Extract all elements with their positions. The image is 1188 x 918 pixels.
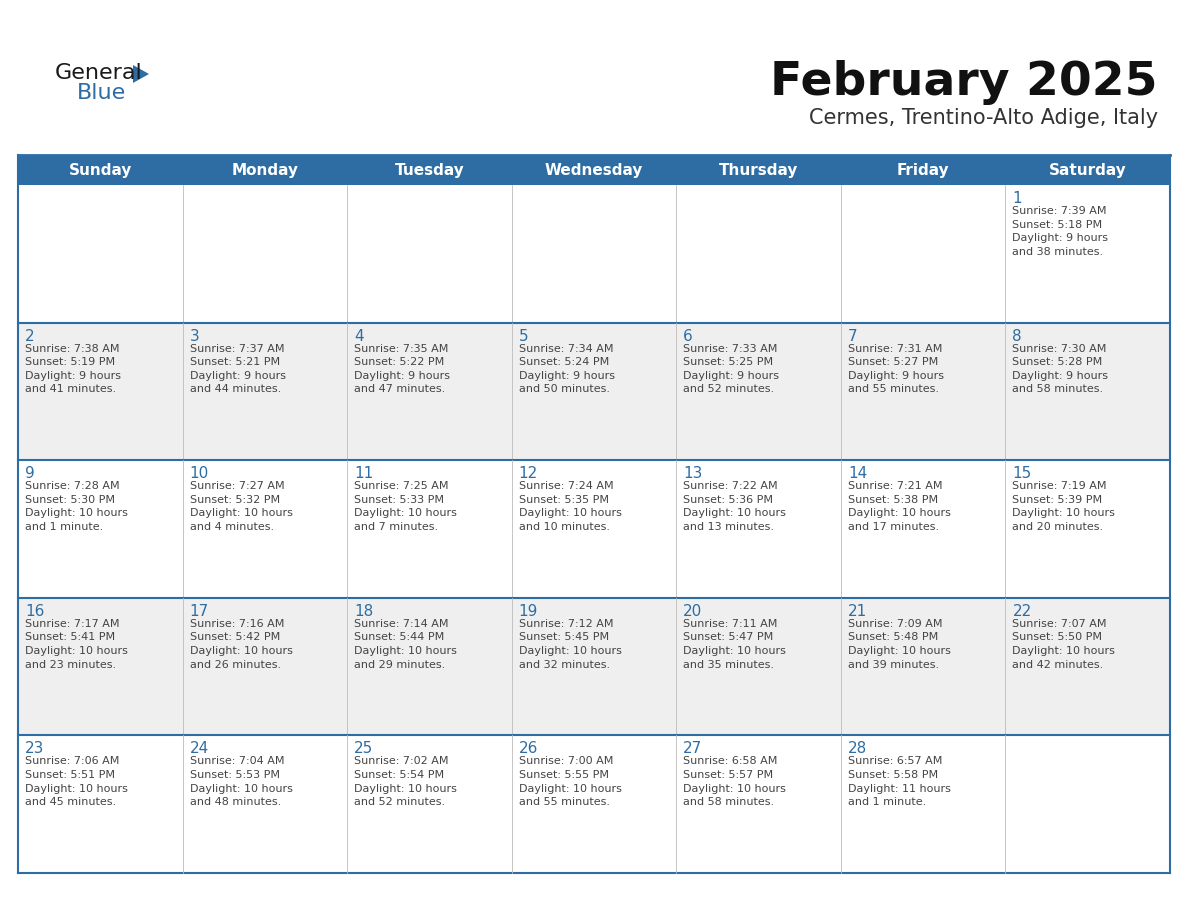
- Text: 16: 16: [25, 604, 44, 619]
- Text: 10: 10: [190, 466, 209, 481]
- Bar: [18, 735, 1170, 873]
- Text: Sunrise: 7:22 AM
Sunset: 5:36 PM
Daylight: 10 hours
and 13 minutes.: Sunrise: 7:22 AM Sunset: 5:36 PM Dayligh…: [683, 481, 786, 532]
- Text: Sunrise: 7:31 AM
Sunset: 5:27 PM
Daylight: 9 hours
and 55 minutes.: Sunrise: 7:31 AM Sunset: 5:27 PM Dayligh…: [848, 343, 943, 395]
- Text: Thursday: Thursday: [719, 162, 798, 177]
- Text: 1: 1: [1012, 191, 1022, 206]
- Text: Sunrise: 7:24 AM
Sunset: 5:35 PM
Daylight: 10 hours
and 10 minutes.: Sunrise: 7:24 AM Sunset: 5:35 PM Dayligh…: [519, 481, 621, 532]
- Text: 24: 24: [190, 742, 209, 756]
- Text: 27: 27: [683, 742, 702, 756]
- Text: Sunrise: 7:21 AM
Sunset: 5:38 PM
Daylight: 10 hours
and 17 minutes.: Sunrise: 7:21 AM Sunset: 5:38 PM Dayligh…: [848, 481, 950, 532]
- Bar: [18, 185, 1170, 322]
- Text: 18: 18: [354, 604, 373, 619]
- Bar: [18, 598, 1170, 735]
- Text: Sunrise: 7:00 AM
Sunset: 5:55 PM
Daylight: 10 hours
and 55 minutes.: Sunrise: 7:00 AM Sunset: 5:55 PM Dayligh…: [519, 756, 621, 807]
- Text: 14: 14: [848, 466, 867, 481]
- Text: Sunrise: 7:12 AM
Sunset: 5:45 PM
Daylight: 10 hours
and 32 minutes.: Sunrise: 7:12 AM Sunset: 5:45 PM Dayligh…: [519, 619, 621, 669]
- Text: Sunrise: 7:06 AM
Sunset: 5:51 PM
Daylight: 10 hours
and 45 minutes.: Sunrise: 7:06 AM Sunset: 5:51 PM Dayligh…: [25, 756, 128, 807]
- Text: Monday: Monday: [232, 162, 298, 177]
- Text: 11: 11: [354, 466, 373, 481]
- Text: 23: 23: [25, 742, 44, 756]
- Text: Friday: Friday: [897, 162, 949, 177]
- Text: Sunrise: 7:37 AM
Sunset: 5:21 PM
Daylight: 9 hours
and 44 minutes.: Sunrise: 7:37 AM Sunset: 5:21 PM Dayligh…: [190, 343, 285, 395]
- Text: 17: 17: [190, 604, 209, 619]
- Text: Sunrise: 7:14 AM
Sunset: 5:44 PM
Daylight: 10 hours
and 29 minutes.: Sunrise: 7:14 AM Sunset: 5:44 PM Dayligh…: [354, 619, 457, 669]
- Text: Cermes, Trentino-Alto Adige, Italy: Cermes, Trentino-Alto Adige, Italy: [809, 108, 1158, 128]
- Text: Sunrise: 7:25 AM
Sunset: 5:33 PM
Daylight: 10 hours
and 7 minutes.: Sunrise: 7:25 AM Sunset: 5:33 PM Dayligh…: [354, 481, 457, 532]
- Text: 2: 2: [25, 329, 34, 343]
- Text: Sunrise: 7:17 AM
Sunset: 5:41 PM
Daylight: 10 hours
and 23 minutes.: Sunrise: 7:17 AM Sunset: 5:41 PM Dayligh…: [25, 619, 128, 669]
- Text: Blue: Blue: [77, 83, 126, 103]
- Text: Sunrise: 7:27 AM
Sunset: 5:32 PM
Daylight: 10 hours
and 4 minutes.: Sunrise: 7:27 AM Sunset: 5:32 PM Dayligh…: [190, 481, 292, 532]
- Text: Sunrise: 7:11 AM
Sunset: 5:47 PM
Daylight: 10 hours
and 35 minutes.: Sunrise: 7:11 AM Sunset: 5:47 PM Dayligh…: [683, 619, 786, 669]
- Text: Sunrise: 7:02 AM
Sunset: 5:54 PM
Daylight: 10 hours
and 52 minutes.: Sunrise: 7:02 AM Sunset: 5:54 PM Dayligh…: [354, 756, 457, 807]
- Text: 8: 8: [1012, 329, 1022, 343]
- Text: 15: 15: [1012, 466, 1031, 481]
- Text: Sunday: Sunday: [69, 162, 132, 177]
- Text: 12: 12: [519, 466, 538, 481]
- Text: Sunrise: 7:39 AM
Sunset: 5:18 PM
Daylight: 9 hours
and 38 minutes.: Sunrise: 7:39 AM Sunset: 5:18 PM Dayligh…: [1012, 206, 1108, 257]
- Bar: [18, 460, 1170, 598]
- Text: 20: 20: [683, 604, 702, 619]
- Text: Saturday: Saturday: [1049, 162, 1126, 177]
- Text: 6: 6: [683, 329, 693, 343]
- Bar: [18, 322, 1170, 460]
- Polygon shape: [133, 65, 148, 83]
- Text: 7: 7: [848, 329, 858, 343]
- Text: 25: 25: [354, 742, 373, 756]
- Text: 13: 13: [683, 466, 702, 481]
- Text: Sunrise: 7:34 AM
Sunset: 5:24 PM
Daylight: 9 hours
and 50 minutes.: Sunrise: 7:34 AM Sunset: 5:24 PM Dayligh…: [519, 343, 614, 395]
- Text: 21: 21: [848, 604, 867, 619]
- Text: 22: 22: [1012, 604, 1031, 619]
- Bar: [18, 155, 1170, 185]
- Text: Tuesday: Tuesday: [394, 162, 465, 177]
- Text: Sunrise: 7:16 AM
Sunset: 5:42 PM
Daylight: 10 hours
and 26 minutes.: Sunrise: 7:16 AM Sunset: 5:42 PM Dayligh…: [190, 619, 292, 669]
- Text: 28: 28: [848, 742, 867, 756]
- Text: Sunrise: 7:28 AM
Sunset: 5:30 PM
Daylight: 10 hours
and 1 minute.: Sunrise: 7:28 AM Sunset: 5:30 PM Dayligh…: [25, 481, 128, 532]
- Text: 26: 26: [519, 742, 538, 756]
- Text: 9: 9: [25, 466, 34, 481]
- Text: Sunrise: 7:38 AM
Sunset: 5:19 PM
Daylight: 9 hours
and 41 minutes.: Sunrise: 7:38 AM Sunset: 5:19 PM Dayligh…: [25, 343, 121, 395]
- Text: General: General: [55, 63, 143, 83]
- Text: February 2025: February 2025: [771, 60, 1158, 105]
- Text: Sunrise: 7:19 AM
Sunset: 5:39 PM
Daylight: 10 hours
and 20 minutes.: Sunrise: 7:19 AM Sunset: 5:39 PM Dayligh…: [1012, 481, 1116, 532]
- Text: 5: 5: [519, 329, 529, 343]
- Text: Sunrise: 6:58 AM
Sunset: 5:57 PM
Daylight: 10 hours
and 58 minutes.: Sunrise: 6:58 AM Sunset: 5:57 PM Dayligh…: [683, 756, 786, 807]
- Text: Sunrise: 7:04 AM
Sunset: 5:53 PM
Daylight: 10 hours
and 48 minutes.: Sunrise: 7:04 AM Sunset: 5:53 PM Dayligh…: [190, 756, 292, 807]
- Text: 3: 3: [190, 329, 200, 343]
- Text: Sunrise: 7:30 AM
Sunset: 5:28 PM
Daylight: 9 hours
and 58 minutes.: Sunrise: 7:30 AM Sunset: 5:28 PM Dayligh…: [1012, 343, 1108, 395]
- Text: Sunrise: 7:33 AM
Sunset: 5:25 PM
Daylight: 9 hours
and 52 minutes.: Sunrise: 7:33 AM Sunset: 5:25 PM Dayligh…: [683, 343, 779, 395]
- Text: Sunrise: 7:09 AM
Sunset: 5:48 PM
Daylight: 10 hours
and 39 minutes.: Sunrise: 7:09 AM Sunset: 5:48 PM Dayligh…: [848, 619, 950, 669]
- Text: Sunrise: 6:57 AM
Sunset: 5:58 PM
Daylight: 11 hours
and 1 minute.: Sunrise: 6:57 AM Sunset: 5:58 PM Dayligh…: [848, 756, 950, 807]
- Text: Sunrise: 7:07 AM
Sunset: 5:50 PM
Daylight: 10 hours
and 42 minutes.: Sunrise: 7:07 AM Sunset: 5:50 PM Dayligh…: [1012, 619, 1116, 669]
- Text: Sunrise: 7:35 AM
Sunset: 5:22 PM
Daylight: 9 hours
and 47 minutes.: Sunrise: 7:35 AM Sunset: 5:22 PM Dayligh…: [354, 343, 450, 395]
- Text: 19: 19: [519, 604, 538, 619]
- Text: Wednesday: Wednesday: [545, 162, 643, 177]
- Text: 4: 4: [354, 329, 364, 343]
